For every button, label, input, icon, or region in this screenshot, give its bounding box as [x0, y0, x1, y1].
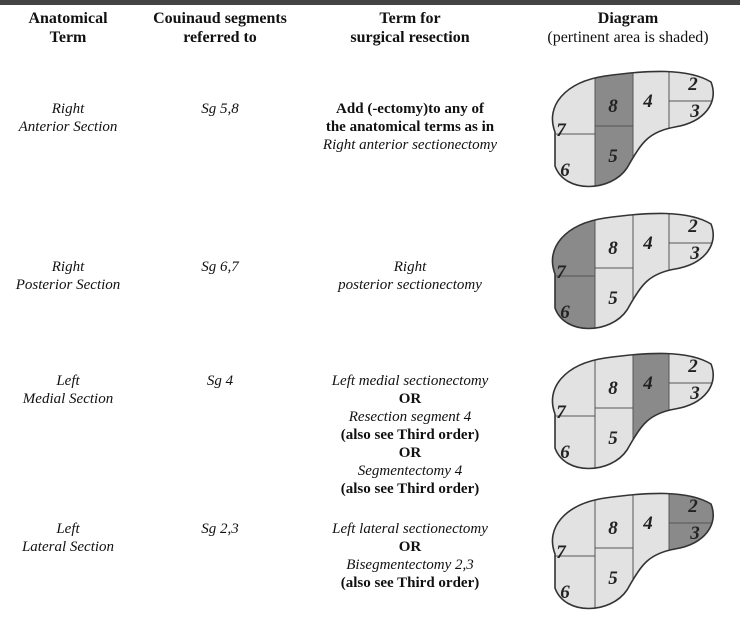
segment-label: 6	[560, 582, 570, 603]
anatomical-term: Anterior Section	[18, 119, 118, 135]
resection-line: (also see Third order)	[340, 575, 480, 591]
segment-label: 8	[608, 378, 618, 399]
resection-line: OR	[398, 391, 422, 407]
segment-label: 2	[687, 74, 698, 95]
segment-region	[632, 493, 670, 609]
segment-label: 2	[687, 216, 698, 237]
resection-line: (also see Third order)	[340, 427, 480, 443]
resection-line: Add (-ectomy)to any of	[336, 101, 484, 117]
resection-line: Resection segment 4	[348, 409, 472, 425]
segment-label: 4	[642, 233, 653, 254]
segment-region	[594, 493, 634, 549]
liver-diagram: 2 3 4 5 6 7 8	[551, 492, 714, 610]
segments: Sg 2,3	[201, 521, 239, 537]
segment-region	[594, 71, 634, 127]
segments: Sg 4	[206, 373, 234, 389]
segment-label: 8	[608, 518, 618, 539]
segment-label: 3	[689, 383, 700, 404]
segment-label: 5	[608, 146, 618, 167]
header-text: referred to	[183, 29, 257, 46]
anatomical-term: Medial Section	[22, 391, 114, 407]
resection-line: Left medial sectionectomy	[331, 373, 489, 389]
liver-outline	[551, 70, 714, 188]
liver-outline	[551, 492, 714, 610]
segment-label: 6	[560, 302, 570, 323]
anatomical-term: Right	[51, 259, 85, 275]
header-text: (pertinent area is shaded)	[547, 29, 709, 46]
resection-line: Bisegmentectomy 2,3	[346, 557, 474, 573]
segment-label: 3	[689, 101, 700, 122]
segment-region	[594, 213, 634, 269]
liver-outline	[551, 212, 714, 330]
segment-label: 3	[689, 243, 700, 264]
segment-label: 7	[556, 542, 567, 563]
segment-region	[632, 213, 670, 329]
anatomical-term: Left	[56, 521, 80, 537]
segment-label: 5	[608, 568, 618, 589]
segment-label: 2	[687, 496, 698, 517]
anatomical-term: Right	[51, 101, 85, 117]
resection-line: (also see Third order)	[340, 481, 480, 497]
resection-line: Segmentectomy 4	[357, 463, 463, 479]
segment-label: 8	[608, 238, 618, 259]
segment-label: 4	[642, 373, 653, 394]
segment-label: 7	[556, 120, 567, 141]
segment-label: 4	[642, 513, 653, 534]
resection-line: Right anterior sectionectomy	[322, 137, 498, 153]
segments: Sg 5,8	[201, 101, 239, 117]
anatomical-term: Left	[56, 373, 80, 389]
segment-label: 5	[608, 288, 618, 309]
segment-label: 3	[689, 523, 700, 544]
liver-diagram: 2 3 4 5 6 7 8	[551, 212, 714, 330]
segment-region	[594, 353, 634, 409]
segments: Sg 6,7	[201, 259, 239, 275]
resection-line: OR	[398, 539, 422, 555]
resection-line: Right	[393, 259, 427, 275]
header-text: Term	[49, 29, 87, 46]
segment-label: 2	[687, 356, 698, 377]
header-text: Couinaud segments	[153, 10, 287, 27]
liver-outline	[551, 352, 714, 470]
segment-region	[632, 71, 670, 187]
resection-line: posterior sectionectomy	[338, 277, 482, 293]
header-text: Anatomical	[28, 10, 108, 27]
header-text: surgical resection	[350, 29, 470, 46]
header-text: Term for	[379, 10, 441, 27]
resection-line: OR	[398, 445, 422, 461]
anatomical-term: Posterior Section	[15, 277, 121, 293]
segment-label: 5	[608, 428, 618, 449]
resection-line: Left lateral sectionectomy	[332, 521, 488, 537]
segment-label: 6	[560, 160, 570, 181]
liver-diagram: 2 3 4 5 6 7 8	[551, 70, 714, 188]
segment-label: 8	[608, 96, 618, 117]
segment-label: 6	[560, 442, 570, 463]
segment-label: 7	[556, 262, 567, 283]
header-text: Diagram	[597, 10, 659, 27]
anatomical-term: Lateral Section	[21, 539, 115, 555]
resection-line: the anatomical terms as in	[325, 119, 495, 135]
segment-region	[632, 353, 670, 469]
segment-label: 4	[642, 91, 653, 112]
top-bar	[0, 0, 740, 5]
liver-diagram: 2 3 4 5 6 7 8	[551, 352, 714, 470]
segment-label: 7	[556, 402, 567, 423]
